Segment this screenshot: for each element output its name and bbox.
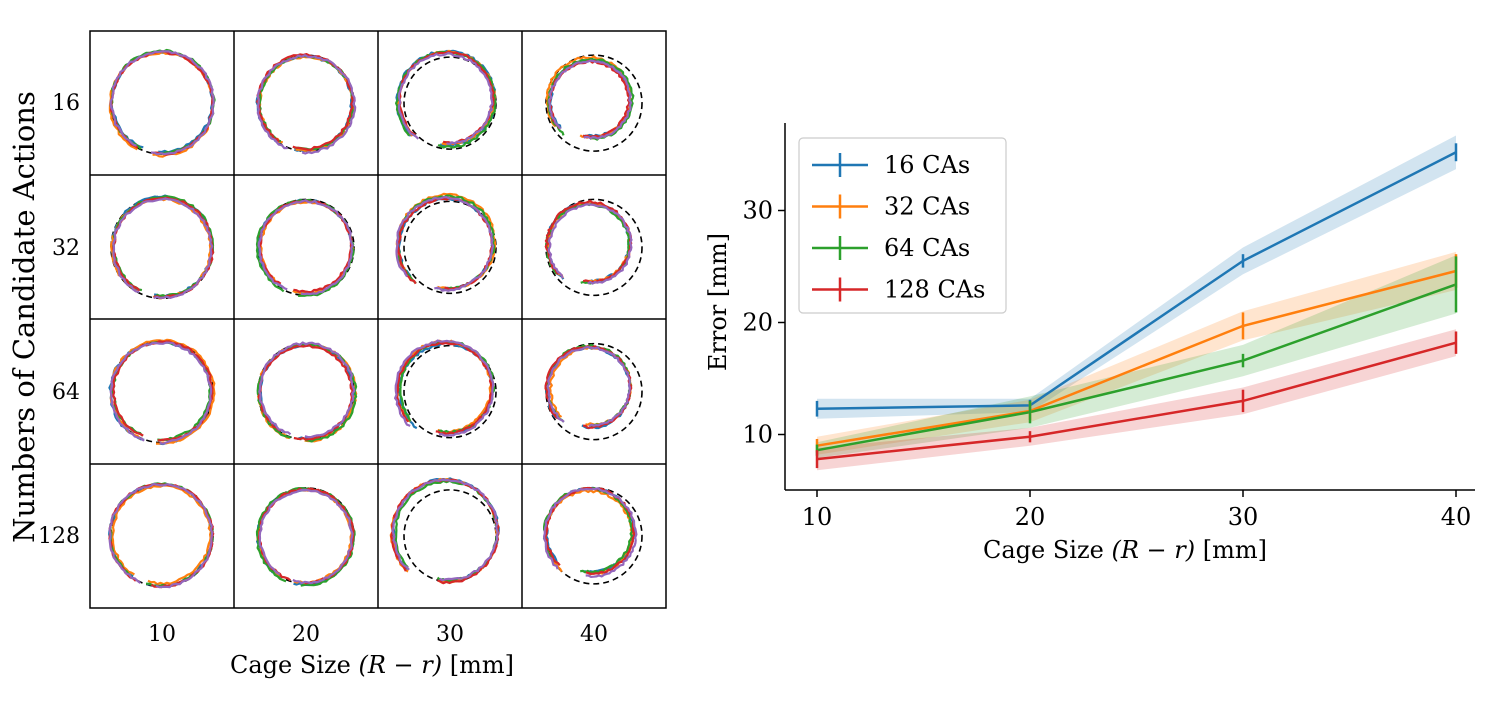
trajectory-trace — [391, 478, 499, 582]
band-128-cas — [817, 329, 1456, 471]
legend-label: 128 CAs — [884, 276, 985, 304]
legend-frame — [798, 137, 1007, 314]
trajectory-trace — [547, 57, 635, 141]
trajectory-trace — [546, 346, 632, 428]
error-bars — [815, 143, 1458, 469]
grid-cell-r1-c0 — [110, 194, 215, 300]
trajectory-trace — [258, 341, 356, 439]
legend-entry-64-cas: 64 CAs — [812, 234, 970, 262]
grid-cells — [108, 48, 643, 589]
line-64-cas — [816, 283, 1457, 452]
x-tick-label: 20 — [1015, 503, 1046, 531]
legend-entry-16-cas: 16 CAs — [812, 151, 970, 179]
grid-cell-r3-c1 — [255, 487, 356, 587]
grid-cell-r3-c3 — [542, 486, 643, 585]
grid-col-label-20: 20 — [292, 622, 320, 647]
legend-entry-32-cas: 32 CAs — [812, 193, 970, 221]
trajectory-trace — [397, 51, 494, 146]
grid-cell-r3-c0 — [108, 482, 215, 589]
trajectory-trace — [547, 59, 633, 140]
y-tick-label: 20 — [742, 309, 773, 337]
grid-row-label-64: 64 — [52, 380, 80, 405]
grid-cell-r2-c3 — [544, 342, 643, 441]
x-ticks: 10 20 30 40 — [802, 490, 1472, 531]
reference-circle — [403, 200, 497, 295]
trajectory-trace — [256, 52, 354, 151]
grid-cell-r0-c1 — [255, 52, 357, 155]
trajectory-trace — [542, 487, 634, 574]
grid-cell-r0-c0 — [108, 48, 216, 158]
grid-row-label-16: 16 — [52, 91, 80, 116]
legend-entry-128-cas: 128 CAs — [812, 276, 985, 304]
trajectory-trace — [396, 341, 494, 436]
trajectory-trace — [111, 340, 214, 442]
trajectory-trace — [394, 339, 495, 437]
trajectory-trace — [544, 199, 633, 284]
trajectory-trace — [258, 199, 353, 294]
trajectory-trace — [258, 488, 354, 585]
line-16-cas — [816, 151, 1457, 410]
grid-cell-r1-c2 — [395, 192, 497, 295]
trajectory-grid-panel: 16 32 64 128 10 20 30 40 Cage Size (R − … — [7, 30, 667, 679]
trajectory-trace — [547, 203, 633, 285]
grid-cell-r1-c1 — [255, 198, 355, 297]
grid-y-axis-label: Numbers of Candidate Actions — [7, 91, 41, 543]
grid-cell-r0-c2 — [395, 49, 497, 150]
line-128-cas — [816, 341, 1457, 461]
series-lines — [816, 151, 1457, 461]
grid-dividers — [90, 31, 666, 608]
error-line-chart: 10 20 30 40 10 20 30 Cage Size (R − r) [mm] E… — [704, 123, 1475, 564]
legend: 16 CAs 32 CAs 64 CAs 128 CAs — [798, 137, 1007, 314]
grid-cell-r0-c3 — [545, 54, 643, 152]
y-tick-label: 30 — [742, 197, 773, 225]
trajectory-trace — [109, 50, 215, 156]
legend-label: 32 CAs — [884, 193, 970, 221]
grid-row-label-128: 128 — [38, 524, 80, 549]
grid-col-label-30: 30 — [436, 622, 464, 647]
line-32-cas — [816, 269, 1457, 447]
x-tick-label: 40 — [1441, 503, 1472, 531]
reference-circle — [403, 344, 497, 439]
grid-cell-r1-c3 — [544, 198, 643, 297]
trajectory-trace — [256, 54, 357, 155]
legend-entries: 16 CAs 32 CAs 64 CAs 128 CAs — [812, 151, 985, 304]
grid-x-axis-label: Cage Size (R − r) [mm] — [230, 651, 514, 679]
line-y-axis-label: Error [mm] — [704, 233, 732, 371]
legend-label: 64 CAs — [884, 234, 970, 262]
trajectory-trace — [109, 341, 213, 445]
grid-cell-r2-c1 — [256, 341, 358, 443]
grid-cell-r2-c2 — [394, 339, 497, 439]
grid-col-label-10: 10 — [148, 622, 176, 647]
trajectory-trace — [255, 487, 356, 587]
legend-label: 16 CAs — [884, 151, 970, 179]
y-tick-label: 10 — [742, 421, 773, 449]
grid-col-label-40: 40 — [580, 622, 608, 647]
trajectory-trace — [112, 197, 214, 300]
grid-cell-r2-c0 — [108, 338, 216, 446]
x-tick-label: 30 — [1228, 503, 1259, 531]
trajectory-trace — [257, 199, 354, 296]
y-ticks: 10 20 30 — [742, 197, 785, 449]
line-x-axis-label: Cage Size (R − r) [mm] — [983, 536, 1267, 564]
trajectory-trace — [108, 482, 214, 589]
band-32-cas — [817, 251, 1456, 455]
x-tick-label: 10 — [802, 503, 833, 531]
grid-cell-r3-c2 — [389, 477, 500, 585]
grid-row-label-32: 32 — [52, 236, 80, 261]
trajectory-trace — [395, 196, 495, 292]
trajectory-trace — [542, 487, 638, 579]
